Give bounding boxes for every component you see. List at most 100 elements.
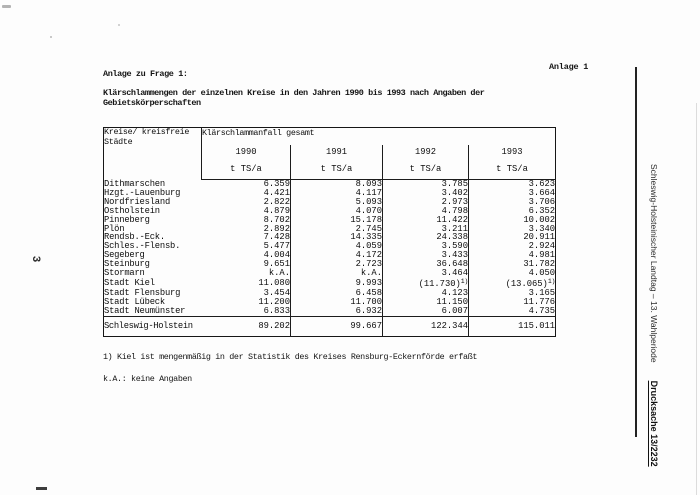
value-cell: 6.359 <box>263 179 290 189</box>
table-row: Dithmarschen 6.359 8.093 3.785 3.623 <box>104 178 556 189</box>
page-edge-shadow <box>696 103 697 495</box>
district-name: Ostholstein <box>104 205 160 216</box>
document-title: Klärschlammengen der einzelnen Kreise in… <box>103 88 485 108</box>
value-cell: 3.590 <box>382 242 469 252</box>
value-cell: k.A. <box>290 269 383 278</box>
table-row: Plön 2.892 2.745 3.211 3.340 <box>104 223 556 234</box>
table-row: Steinburg 9.651 2.723 36.648 31.782 <box>104 259 556 270</box>
total-value: 115.011 <box>467 315 556 337</box>
margin-rule <box>635 67 637 437</box>
unit-header: t TS/a <box>290 159 383 180</box>
value-cell: 24.338 <box>382 233 469 243</box>
year-header: 1990 <box>235 147 257 157</box>
table-row: Pinneberg 8.702 15.178 11.422 10.002 <box>104 214 556 225</box>
district-name: Stadt Flensburg <box>104 287 181 298</box>
value-cell: 14.335 <box>290 233 383 243</box>
table-body: Dithmarschen 6.359 8.093 3.785 3.623 Hzgt.-La… <box>104 178 556 317</box>
margin-caption: Schleswig-Holsteinischer Landtag – 13. W… <box>649 164 659 467</box>
value-cell: 11.422 <box>382 215 469 225</box>
value-cell: 6.352 <box>467 206 556 216</box>
value-cell: 3.211 <box>382 224 469 234</box>
table-row: Stadt Neumünster 6.833 6.932 6.007 4.735 <box>104 305 556 317</box>
value-cell: 15.178 <box>290 215 383 225</box>
value-cell: 11.080 <box>258 277 290 288</box>
total-row: Schleswig-Holstein 89.202 99.667 122.344… <box>103 315 556 337</box>
landtag-caption: Schleswig-Holsteinischer Landtag – 13. W… <box>649 164 659 363</box>
table-row: Stadt Lübeck 11.200 11.700 11.150 11.776 <box>104 296 556 307</box>
value-cell: 3.706 <box>467 197 556 207</box>
scan-mark <box>36 487 47 490</box>
value-cell: 36.648 <box>382 260 469 270</box>
column-header-districts: Kreise/ kreisfreie Städte <box>103 127 202 180</box>
value-cell: 7.428 <box>263 232 290 243</box>
district-name: Pinneberg <box>104 214 150 225</box>
value-cell: 4.117 <box>290 189 383 198</box>
district-name: Nordfriesland <box>104 196 171 207</box>
table-row: Nordfriesland 2.822 5.093 2.973 3.706 <box>104 196 556 207</box>
footnote-marker: 1) <box>547 277 556 285</box>
table-header: Kreise/ kreisfreie Städte Klärschlammanf… <box>103 127 556 180</box>
value-cell: 5.093 <box>290 197 383 207</box>
unit-header: t TS/a <box>201 159 291 180</box>
footnote-ka: k.A.: keine Angaben <box>103 374 192 384</box>
total-label: Schleswig-Holstein <box>103 315 202 337</box>
annex-label: Anlage 1 <box>549 62 589 72</box>
value-cell: 4.050 <box>467 269 556 278</box>
table-row: Stormarn k.A. k.A. 3.464 4.050 <box>104 269 556 278</box>
value-cell: 2.892 <box>263 223 290 234</box>
value-cell: 2.723 <box>290 260 383 270</box>
value-cell: 6.007 <box>382 306 469 317</box>
value-cell: 3.165 <box>467 288 556 298</box>
value-cell: 3.433 <box>382 251 469 261</box>
column-group-header: Klärschlammanfall gesamt <box>202 128 315 138</box>
value-cell: 8.093 <box>290 179 383 189</box>
table-row: Schles.-Flensb. 5.477 4.059 3.590 2.924 <box>104 241 556 252</box>
table-row: Stadt Kiel 11.080 9.993 (11.730)1) (13.065)1… <box>104 277 556 289</box>
district-name: Hzgt.-Lauenburg <box>104 187 181 198</box>
table-row: Hzgt.-Lauenburg 4.421 4.117 3.402 3.664 <box>104 189 556 198</box>
district-name: Stadt Neumünster <box>104 305 186 316</box>
value-cell: k.A. <box>268 268 290 279</box>
sludge-table-container: Kreise/ kreisfreie Städte Klärschlammanf… <box>103 127 557 337</box>
value-cell: 4.798 <box>382 206 469 216</box>
district-name: Segeberg <box>104 250 145 261</box>
footnote-marker: 1) <box>460 277 469 285</box>
value-cell: 9.993 <box>290 277 383 289</box>
district-name: Schles.-Flensb. <box>104 241 181 252</box>
value-cell: 11.150 <box>382 297 469 307</box>
table-row: Rendsb.-Eck. 7.428 14.335 24.338 20.911 <box>104 232 556 243</box>
value-cell: 2.924 <box>467 242 556 252</box>
value-cell: 4.421 <box>263 187 290 198</box>
document-title-line1: Klärschlammengen der einzelnen Kreise in… <box>103 88 485 98</box>
value-cell: 4.070 <box>290 206 383 216</box>
value-cell: 4.879 <box>263 205 290 216</box>
value-cell: 9.651 <box>263 259 290 270</box>
unit-header: t TS/a <box>382 159 469 180</box>
unit-header: t TS/a <box>467 159 556 180</box>
total-value: 89.202 <box>201 315 291 337</box>
district-name: Stadt Lübeck <box>104 296 165 307</box>
scan-speck <box>50 36 52 38</box>
value-cell: 4.004 <box>263 250 290 261</box>
scan-mark <box>2 5 11 8</box>
district-name: Stadt Kiel <box>104 277 155 288</box>
year-header: 1993 <box>467 145 556 159</box>
district-name: Dithmarschen <box>104 178 165 189</box>
value-cell: 2.745 <box>290 224 383 234</box>
total-value: 122.344 <box>382 315 469 337</box>
page-number: 3 <box>30 256 42 263</box>
value-cell: 31.782 <box>467 260 556 270</box>
district-name: Plön <box>104 223 125 234</box>
document-title-line2: Gebietskörperschaften <box>103 98 201 108</box>
value-cell: (11.730)1) <box>382 277 469 289</box>
district-name: Stormarn <box>104 268 145 279</box>
value-cell: 4.059 <box>290 242 383 252</box>
table-row: Ostholstein 4.879 4.070 4.798 6.352 <box>104 205 556 216</box>
value-cell: 4.981 <box>467 251 556 261</box>
value-cell: 6.833 <box>263 305 290 316</box>
value-cell: 3.664 <box>467 189 556 198</box>
district-name: Steinburg <box>104 259 150 270</box>
value-cell: 20.911 <box>467 233 556 243</box>
table-row: Segeberg 4.004 4.172 3.433 4.981 <box>104 250 556 261</box>
value-cell: (13.065)1) <box>467 277 556 289</box>
